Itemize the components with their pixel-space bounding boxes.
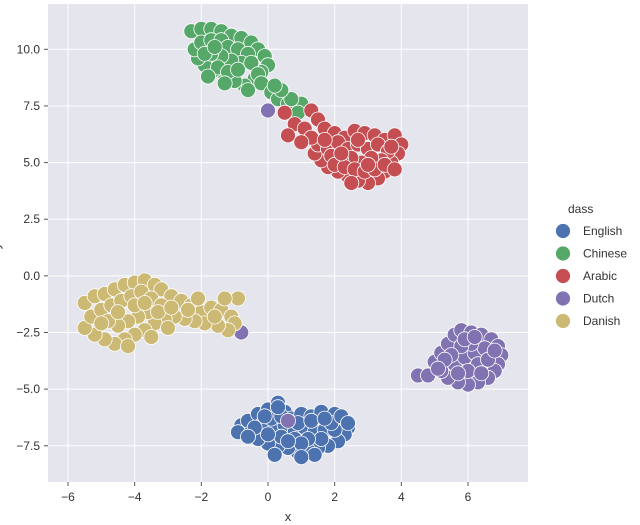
- y-axis-ticks: −7.5 −5.0 −2.5 0.0 2.5 5.0 7.5 10.0: [16, 42, 48, 453]
- legend-label-dutch: Dutch: [583, 292, 614, 306]
- point-danish: [160, 320, 176, 336]
- x-tick-label: 4: [398, 490, 405, 504]
- x-tick-label: 2: [331, 490, 338, 504]
- point-english: [280, 433, 296, 450]
- point-danish: [230, 290, 246, 307]
- x-tick-label: 0: [265, 490, 272, 504]
- point-english: [306, 446, 323, 463]
- point-chinese: [200, 68, 216, 85]
- point-arabic: [343, 175, 360, 191]
- point-dutch: [280, 412, 296, 429]
- point-danish: [163, 299, 180, 316]
- x-axis-ticks: −6 −4 −2 0 2 4 6: [61, 482, 472, 504]
- point-arabic: [386, 161, 403, 178]
- point-danish: [216, 290, 233, 307]
- x-tick-label: −4: [128, 490, 142, 504]
- legend-marker-chinese: [555, 245, 571, 262]
- legend-title: dass: [568, 202, 593, 216]
- legend-label-english: English: [583, 224, 622, 238]
- x-tick-label: −2: [194, 490, 208, 504]
- legend-marker-danish: [555, 313, 571, 329]
- point-chinese: [283, 91, 300, 107]
- point-danish: [93, 315, 110, 332]
- x-tick-label: 6: [465, 490, 472, 504]
- point-arabic: [276, 104, 293, 121]
- point-english: [293, 449, 310, 466]
- y-tick-label: 7.5: [23, 99, 40, 113]
- point-english: [240, 428, 256, 445]
- point-arabic: [383, 138, 400, 155]
- point-english: [266, 446, 283, 463]
- data-points: [76, 20, 510, 466]
- point-dutch: [486, 342, 503, 359]
- y-axis-label: y: [0, 242, 3, 249]
- point-arabic: [280, 127, 296, 144]
- legend-label-chinese: Chinese: [583, 247, 627, 261]
- point-arabic: [360, 156, 376, 173]
- point-dutch: [430, 360, 446, 377]
- point-english: [260, 426, 276, 443]
- point-english: [340, 415, 356, 432]
- point-danish: [150, 304, 166, 321]
- y-tick-label: 0.0: [23, 269, 40, 283]
- point-english: [313, 431, 330, 447]
- x-tick-label: −6: [61, 490, 75, 504]
- point-arabic: [350, 131, 366, 148]
- point-english: [303, 412, 320, 429]
- point-english: [293, 435, 310, 452]
- point-dutch: [260, 102, 276, 119]
- x-axis-label: x: [285, 509, 292, 524]
- y-tick-label: 5.0: [23, 156, 40, 170]
- point-dutch: [450, 365, 466, 382]
- point-danish: [190, 290, 206, 307]
- point-danish: [143, 329, 160, 345]
- point-english: [256, 408, 273, 425]
- point-danish: [110, 304, 126, 321]
- point-chinese: [240, 82, 256, 98]
- point-chinese: [216, 75, 233, 92]
- y-tick-label: −7.5: [16, 439, 40, 453]
- point-arabic: [293, 134, 310, 151]
- point-danish: [120, 338, 136, 355]
- point-arabic: [316, 131, 333, 148]
- point-chinese: [230, 61, 246, 78]
- point-dutch: [473, 365, 490, 382]
- legend-label-danish: Danish: [583, 314, 620, 328]
- legend-marker-english: [555, 223, 571, 239]
- legend-marker-dutch: [555, 290, 571, 307]
- y-tick-label: 2.5: [23, 212, 40, 226]
- plot-background: [48, 4, 528, 482]
- point-danish: [180, 301, 196, 318]
- point-danish: [206, 308, 223, 325]
- y-tick-label: −2.5: [16, 325, 40, 339]
- point-chinese: [206, 39, 223, 55]
- point-english: [316, 410, 333, 427]
- legend-label-arabic: Arabic: [583, 269, 617, 283]
- legend: dass English Chinese Arabic Dutch Danish: [555, 202, 627, 329]
- y-tick-label: −5.0: [16, 382, 40, 396]
- point-chinese: [266, 77, 283, 94]
- legend-marker-arabic: [555, 268, 571, 284]
- point-danish: [136, 295, 153, 311]
- y-tick-label: 10.0: [17, 42, 41, 56]
- point-english: [270, 399, 286, 416]
- point-arabic: [333, 145, 350, 162]
- point-dutch: [466, 329, 483, 345]
